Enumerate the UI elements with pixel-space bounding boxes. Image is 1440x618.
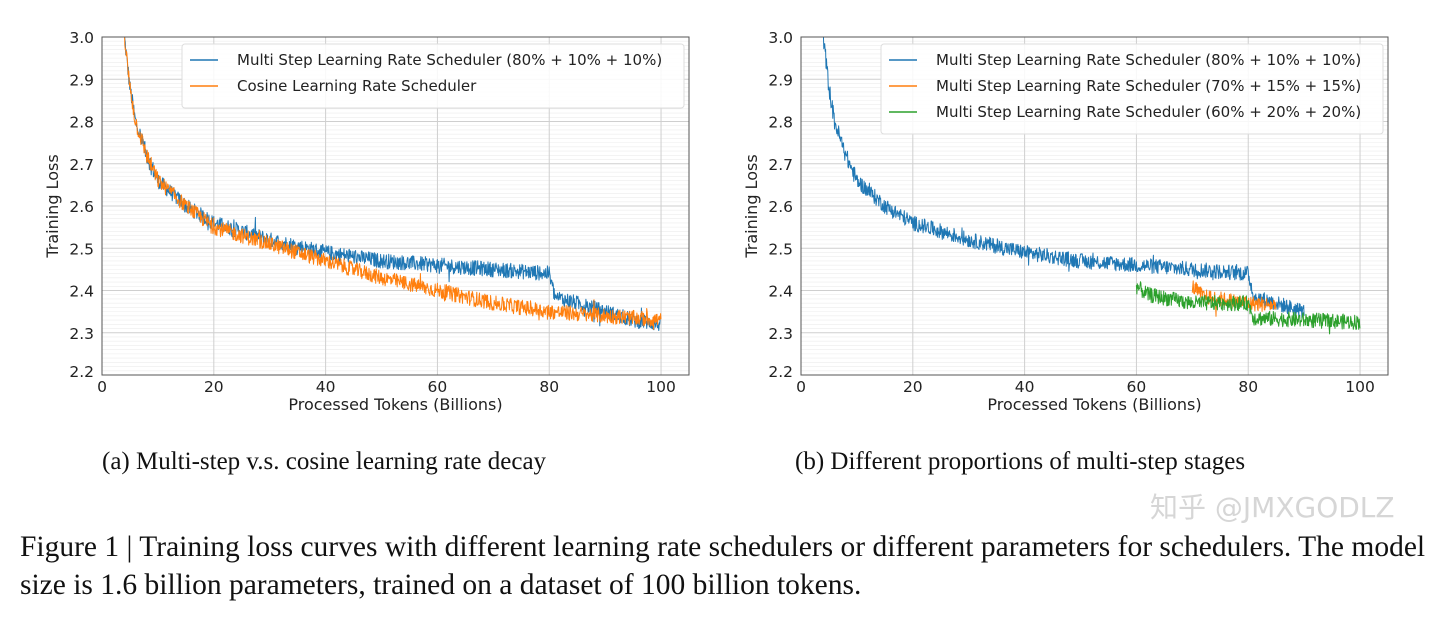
watermark: 知乎 @JMXGODLZ	[1150, 491, 1395, 524]
y-tick-label: 2.2	[768, 363, 793, 381]
y-tick-label: 3.0	[69, 29, 94, 47]
subcaption-a: (a) Multi-step v.s. cosine learning rate…	[102, 448, 547, 475]
x-tick-label: 40	[1015, 378, 1035, 396]
x-tick-label: 0	[796, 378, 806, 396]
legend-box	[880, 43, 1384, 135]
legend: Multi Step Learning Rate Scheduler (80% …	[880, 43, 1384, 135]
legend-label: Multi Step Learning Rate Scheduler (60% …	[936, 103, 1361, 121]
y-tick-label: 2.6	[768, 198, 793, 216]
y-tick-label: 2.4	[768, 283, 793, 301]
y-tick-label: 2.3	[69, 325, 94, 343]
y-tick-label: 2.7	[69, 156, 94, 174]
x-tick-label: 60	[428, 378, 448, 396]
legend-label: Multi Step Learning Rate Scheduler (80% …	[936, 51, 1361, 69]
series-line-1	[822, 37, 1305, 319]
y-tick-label: 2.5	[69, 240, 94, 258]
x-axis-label: Processed Tokens (Billions)	[987, 395, 1201, 414]
y-tick-label: 2.2	[69, 363, 94, 381]
y-tick-label: 2.8	[768, 114, 793, 132]
x-tick-label: 80	[1238, 378, 1258, 396]
y-tick-label: 2.4	[69, 283, 94, 301]
legend-label: Cosine Learning Rate Scheduler	[237, 77, 477, 95]
y-tick-label: 2.5	[768, 240, 793, 258]
figure-charts: 2.2 2.3 2.4 2.5 2.6 2.7 2.8 2.9 3.0 0 20 40 60 80 100 P…	[43, 29, 1389, 414]
y-tick-label: 2.7	[768, 156, 793, 174]
series-line-3	[1135, 281, 1361, 335]
y-axis-label: Training Loss	[43, 154, 62, 258]
series-group	[822, 37, 1361, 335]
subcaption-b: (b) Different proportions of multi-step …	[795, 448, 1246, 475]
x-tick-label: 20	[204, 378, 224, 396]
legend: Multi Step Learning Rate Scheduler (80% …	[181, 43, 685, 109]
y-tick-label: 2.9	[69, 71, 94, 89]
chart-a: 2.2 2.3 2.4 2.5 2.6 2.7 2.8 2.9 3.0 0 20 40 60 80 100 P…	[43, 29, 690, 414]
x-tick-label: 40	[316, 378, 336, 396]
x-tick-label: 100	[1345, 378, 1375, 396]
figure-caption: Figure 1 | Training loss curves with dif…	[20, 531, 1426, 601]
x-axis-label: Processed Tokens (Billions)	[288, 395, 502, 414]
legend-label: Multi Step Learning Rate Scheduler (80% …	[237, 51, 662, 69]
y-axis-label: Training Loss	[742, 154, 761, 258]
x-tick-label: 100	[646, 378, 676, 396]
legend-box	[181, 43, 685, 109]
series-line-2	[124, 37, 662, 330]
plot-frame	[101, 36, 690, 376]
chart-b: 2.2 2.3 2.4 2.5 2.6 2.7 2.8 2.9 3.0 0 20 40 60 80 100 P…	[742, 29, 1389, 414]
series-group	[124, 37, 662, 331]
y-tick-label: 2.3	[768, 325, 793, 343]
y-tick-label: 2.9	[768, 71, 793, 89]
x-tick-label: 60	[1127, 378, 1147, 396]
y-tick-label: 2.6	[69, 198, 94, 216]
x-tick-label: 0	[97, 378, 107, 396]
x-tick-label: 80	[539, 378, 559, 396]
y-tick-label: 2.8	[69, 114, 94, 132]
plot-frame	[800, 36, 1389, 376]
y-tick-label: 3.0	[768, 29, 793, 47]
legend-label: Multi Step Learning Rate Scheduler (70% …	[936, 77, 1361, 95]
series-line-1	[124, 37, 662, 331]
x-tick-label: 20	[903, 378, 923, 396]
